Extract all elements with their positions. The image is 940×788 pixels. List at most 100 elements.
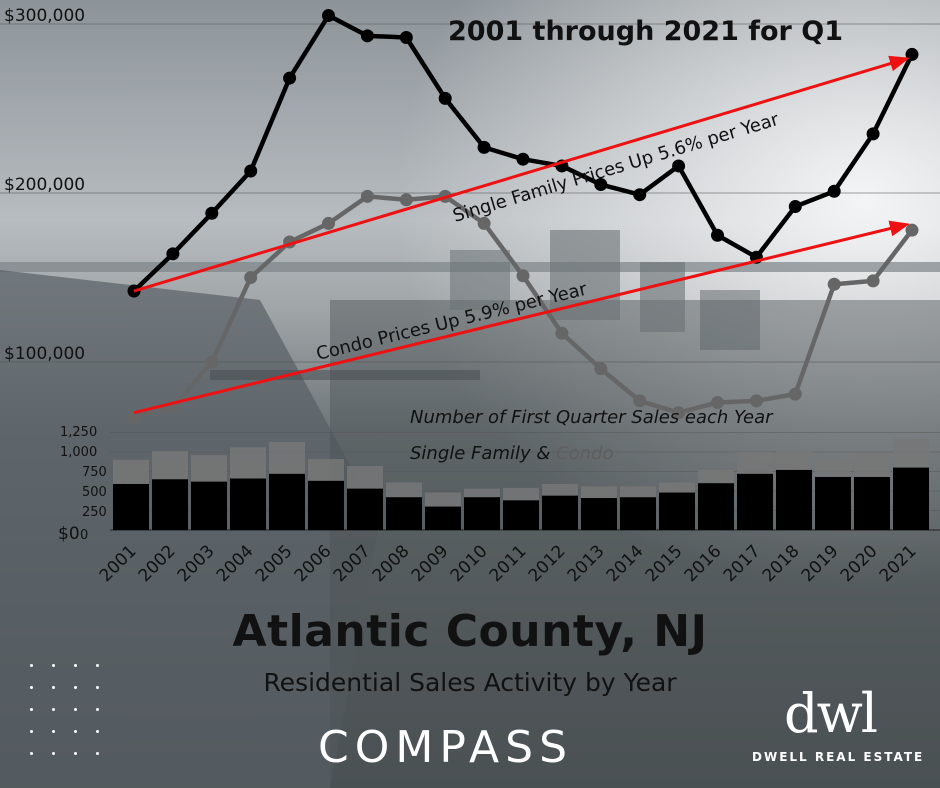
bar-single-family-2021 <box>893 467 929 530</box>
point-single-family-2015 <box>672 159 686 173</box>
point-condo-2004 <box>244 271 258 284</box>
bar-condo-2004 <box>230 447 266 479</box>
bar-condo-2016 <box>698 469 734 484</box>
bar-single-family-2019 <box>815 476 851 530</box>
bar-single-family-2009 <box>425 506 461 530</box>
point-condo-2013 <box>594 362 608 376</box>
point-condo-2008 <box>399 193 413 207</box>
dot <box>52 708 55 711</box>
annotation-single-family: Single Family & <box>410 443 550 464</box>
point-single-family-2011 <box>516 152 530 166</box>
bar-single-family-2014 <box>620 497 656 530</box>
point-condo-2017 <box>749 394 763 408</box>
point-single-family-2021 <box>905 47 919 61</box>
x-tick-label-2012: 2012 <box>525 541 570 586</box>
point-condo-2021 <box>905 223 919 237</box>
point-single-family-2018 <box>788 200 802 214</box>
dwell-name: DWELL REAL ESTATE <box>752 750 925 764</box>
x-tick-label-2016: 2016 <box>681 541 726 586</box>
bar-single-family-2016 <box>698 483 734 530</box>
bar-condo-2012 <box>542 483 578 496</box>
trend-label-2: Condo Prices Up 5.9% per Year <box>314 279 589 365</box>
dot <box>52 664 55 667</box>
dot <box>96 752 99 755</box>
bar-condo-2010 <box>464 488 500 498</box>
dot <box>74 708 77 711</box>
bar-single-family-2005 <box>269 473 305 530</box>
point-condo-2011 <box>516 269 530 283</box>
bar-single-family-2001 <box>113 483 149 530</box>
bar-condo-2014 <box>620 486 656 498</box>
sales-bars <box>113 438 929 530</box>
dot <box>74 664 77 667</box>
bar-condo-2007 <box>347 466 383 489</box>
x-tick-label-2011: 2011 <box>486 541 531 586</box>
point-condo-2012 <box>555 326 569 340</box>
bar-single-family-2004 <box>230 478 266 530</box>
y-tick-label: $100,000 <box>4 344 85 364</box>
x-tick-label-2006: 2006 <box>291 541 336 586</box>
point-condo-2018 <box>788 387 802 401</box>
point-single-family-2016 <box>711 228 724 242</box>
bar-single-family-2011 <box>503 500 539 530</box>
bar-y-tick-label: 500 <box>82 485 107 500</box>
bar-condo-2011 <box>503 487 539 501</box>
bar-y-tick-label: 1,000 <box>60 445 97 460</box>
y-tick-label: $300,000 <box>4 6 85 26</box>
bar-y-tick-label: 750 <box>82 465 107 480</box>
annotation-condo: Condo <box>556 443 613 464</box>
dot <box>96 730 99 733</box>
point-condo-2003 <box>205 355 219 369</box>
x-tick-label-2017: 2017 <box>720 541 765 586</box>
point-condo-2019 <box>827 277 841 291</box>
x-tick-label-2015: 2015 <box>642 541 687 586</box>
x-tick-label-2020: 2020 <box>837 541 882 586</box>
dot <box>52 730 55 733</box>
point-condo-2006 <box>322 216 335 230</box>
bar-y-tick-label: 0 <box>80 528 88 543</box>
bar-single-family-2003 <box>191 481 227 530</box>
bar-single-family-2020 <box>854 476 890 530</box>
bar-condo-2002 <box>152 451 188 480</box>
chart-title: 2001 through 2021 for Q1 <box>448 16 843 47</box>
point-single-family-2004 <box>244 164 258 178</box>
point-single-family-2008 <box>399 31 413 45</box>
dot <box>30 752 33 755</box>
bar-y-tick-label: 250 <box>82 505 107 520</box>
bar-annotation-line1: Number of First Quarter Sales each Year <box>410 407 774 428</box>
bar-condo-2005 <box>269 441 305 474</box>
x-tick-label-2013: 2013 <box>564 541 609 586</box>
dot <box>30 708 33 711</box>
trend-arrow-2 <box>133 223 905 415</box>
x-tick-label-2008: 2008 <box>369 541 414 586</box>
x-tick-label-2001: 2001 <box>96 541 141 586</box>
dot <box>30 664 33 667</box>
x-tick-label-2005: 2005 <box>252 541 297 586</box>
bar-single-family-2010 <box>464 497 500 530</box>
y-tick-label: $200,000 <box>4 175 85 195</box>
x-tick-label-2018: 2018 <box>759 541 804 586</box>
subheadline: Residential Sales Activity by Year <box>263 668 677 697</box>
trend-arrow-head-1 <box>888 55 910 72</box>
x-tick-label-2007: 2007 <box>330 541 375 586</box>
point-condo-2007 <box>360 189 374 203</box>
bar-single-family-2015 <box>659 492 695 530</box>
decorative-dots <box>30 664 140 774</box>
point-condo-2010 <box>477 216 491 230</box>
bar-condo-2018 <box>776 450 812 470</box>
x-tick-label-2014: 2014 <box>603 541 648 586</box>
point-single-family-2010 <box>477 140 491 154</box>
bar-single-family-2018 <box>776 469 812 530</box>
bar-condo-2003 <box>191 455 227 482</box>
point-single-family-2006 <box>322 9 335 23</box>
bar-y-tick-label: 1,250 <box>60 425 97 440</box>
point-condo-2020 <box>866 274 880 288</box>
dot <box>52 686 55 689</box>
headline: Atlantic County, NJ <box>232 606 708 657</box>
bar-single-family-2017 <box>737 473 773 530</box>
point-single-family-2009 <box>438 91 452 105</box>
bar-single-family-2008 <box>386 497 422 530</box>
bar-condo-2019 <box>815 458 851 477</box>
point-condo-2015 <box>672 406 686 420</box>
